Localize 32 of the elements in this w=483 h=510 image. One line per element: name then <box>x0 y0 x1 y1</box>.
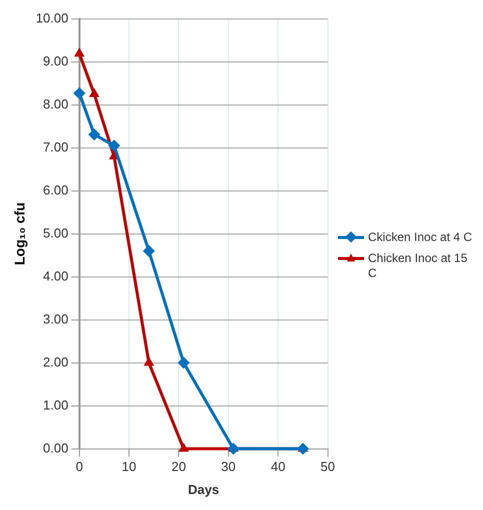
x-tick-label: 10 <box>122 459 136 474</box>
point <box>178 442 189 452</box>
x-tick-label: 20 <box>171 459 186 474</box>
point <box>108 140 120 152</box>
y-tick-label: 0.00 <box>43 440 68 456</box>
y-tick-label: 4.00 <box>43 268 68 284</box>
x-tick-label: 0 <box>76 459 83 474</box>
y-tick-label: 8.00 <box>43 96 68 112</box>
y-tick-label: 10.00 <box>36 10 68 26</box>
point <box>89 88 100 98</box>
y-tick-label: 9.00 <box>43 53 68 68</box>
y-tick-label: 5.00 <box>43 225 68 240</box>
point <box>142 245 155 257</box>
point <box>178 356 190 369</box>
y-tick-label: 3.00 <box>43 311 68 326</box>
x-tick-label: 30 <box>221 459 236 474</box>
y-tick-label: 7.00 <box>43 139 68 154</box>
x-tick-label: 40 <box>270 459 286 474</box>
x-tick-label: 50 <box>320 459 336 474</box>
point <box>74 48 85 57</box>
y-tick-label: 1.00 <box>43 397 68 412</box>
x-axis-title: Days <box>188 482 220 497</box>
y-tick-label: 2.00 <box>43 354 68 370</box>
point <box>73 87 86 100</box>
point <box>296 442 309 455</box>
legend-label: Chicken Inoc at 15 C <box>368 250 468 280</box>
point <box>88 128 100 140</box>
point <box>144 356 154 366</box>
legend-label: Ckicken Inoc at 4 C <box>368 230 472 244</box>
y-axis-title: Log₁₀ cfu <box>11 202 28 266</box>
y-tick-label: 6.00 <box>43 182 68 198</box>
point <box>227 442 240 455</box>
